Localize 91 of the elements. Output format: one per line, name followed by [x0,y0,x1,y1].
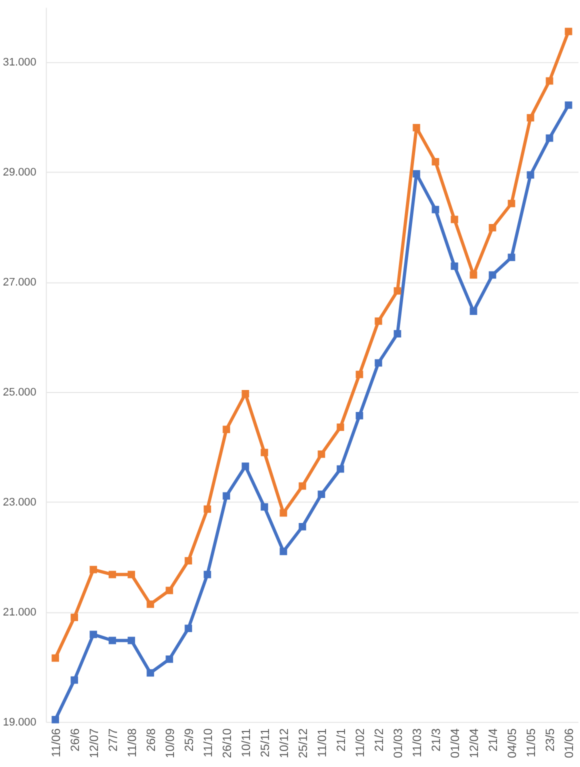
x-tick-label: 11/08 [124,728,139,758]
point [546,77,554,85]
point [280,548,288,556]
point [260,503,268,511]
x-tick-label: 11/02 [352,728,367,758]
point [546,134,554,142]
x-tick-label: 21/3 [428,728,443,752]
point [470,271,478,279]
point [222,492,230,500]
x-tick-label: 27/7 [106,728,120,752]
x-tick-label: 26/6 [68,728,82,752]
y-tick-label: 27.000 [2,276,36,289]
point [204,505,212,513]
x-tick-label: 26/10 [220,728,234,758]
point [280,509,288,517]
point [336,465,344,473]
point [318,450,326,458]
x-tick-label: 21/1 [334,728,348,752]
x-tick-label: 23/5 [542,728,557,752]
x-tick-label: 11/05 [524,728,538,758]
point [166,655,174,663]
x-tick-label: 01/06 [562,728,576,758]
point [488,271,496,279]
point [318,490,326,498]
x-tick-label: 04/05 [504,728,519,758]
point [526,114,534,122]
point [204,570,212,578]
point [70,676,78,684]
point [242,462,250,470]
point [52,654,60,662]
point [52,716,60,724]
x-tick-label: 10/11 [238,728,253,758]
point [336,424,344,431]
point [298,482,306,490]
x-tick-label: 25/9 [182,728,196,752]
point [184,624,192,632]
x-tick-label: 12/07 [86,728,101,758]
point [374,317,382,325]
point [432,158,440,166]
point [146,600,154,608]
point [394,330,402,338]
x-tick-label: 11/06 [48,728,63,758]
y-tick-label: 23.000 [2,496,36,508]
x-tick-label: 11/10 [200,728,215,758]
point [450,216,458,224]
point [488,224,496,232]
x-tick-label: 21/2 [372,728,386,752]
point [374,359,382,367]
point [508,254,516,262]
point [412,124,420,132]
y-tick-label: 19.000 [2,716,36,728]
point [260,448,268,456]
x-tick-label: 26/8 [144,728,158,752]
y-tick-label: 21.000 [2,606,36,618]
point [90,566,98,574]
x-tick-label: 11/01 [314,728,329,758]
point [298,523,306,530]
point [412,170,420,178]
point [90,630,98,638]
x-tick-label: 25/12 [296,728,310,758]
point [394,287,402,295]
point [108,636,116,644]
point [166,586,174,594]
point [526,171,534,179]
x-tick-label: 10/09 [162,728,177,758]
x-tick-label: 25/11 [258,728,272,758]
point [356,370,364,378]
x-tick-label: 21/4 [486,728,500,752]
point [184,557,192,564]
point [564,101,572,109]
x-tick-label: 10/12 [276,728,291,758]
point [222,426,230,434]
x-tick-label: 11/03 [410,728,424,758]
y-tick-label: 29.000 [2,166,36,179]
y-tick-label: 31.000 [2,56,36,69]
point [564,28,572,36]
point [146,669,154,677]
x-tick-label: 01/03 [390,728,405,758]
point [128,636,136,644]
point [356,412,364,420]
y-tick-label: 25.000 [2,386,36,399]
point [508,200,516,208]
point [470,308,478,315]
x-tick-label: 01/04 [448,728,462,758]
point [432,206,440,214]
x-tick-label: 12/04 [466,728,481,758]
point [450,262,458,270]
point [70,614,78,622]
point [108,570,116,578]
point [242,390,250,398]
point [128,570,136,578]
